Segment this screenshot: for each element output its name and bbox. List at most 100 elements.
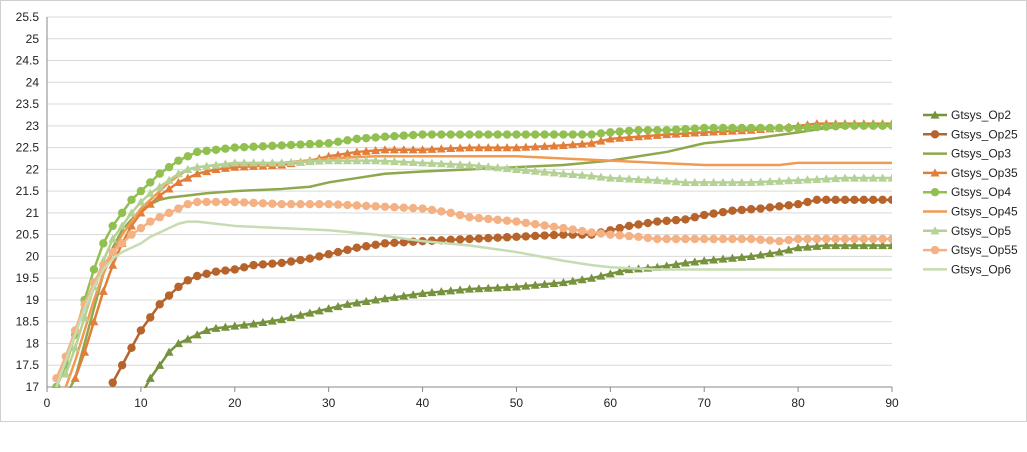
- series-point: [408, 145, 418, 154]
- series-point: [624, 132, 634, 142]
- series-point: [277, 315, 287, 324]
- series-point: [155, 213, 164, 222]
- series-point: [342, 299, 352, 308]
- series-point: [615, 267, 625, 276]
- series-point: [727, 253, 737, 262]
- series-point: [221, 144, 230, 153]
- legend-item: Gtsys_Op45: [923, 205, 1018, 219]
- series-point: [371, 240, 380, 250]
- series-point: [164, 175, 174, 184]
- series-point: [840, 234, 850, 244]
- series-point: [887, 173, 892, 182]
- series-point: [728, 123, 737, 133]
- series-point: [831, 195, 840, 205]
- series-point: [568, 130, 577, 139]
- series-point: [99, 239, 108, 248]
- series-point: [390, 203, 399, 212]
- series-point: [202, 197, 211, 207]
- series-point: [775, 236, 784, 246]
- series-point: [859, 173, 869, 182]
- series-point: [474, 213, 484, 223]
- series-point: [822, 122, 831, 131]
- series-point: [681, 124, 690, 134]
- plot-area: [52, 119, 892, 388]
- series-point: [324, 139, 333, 148]
- series-point: [652, 175, 662, 184]
- series-point: [343, 245, 352, 255]
- series-point: [183, 152, 193, 161]
- series-point: [728, 206, 737, 215]
- series-point: [765, 249, 775, 258]
- series-point: [258, 142, 268, 151]
- series-point: [70, 343, 80, 352]
- series-point: [840, 241, 850, 250]
- series-point: [643, 131, 653, 140]
- series-point: [793, 199, 803, 209]
- series-point: [662, 125, 671, 135]
- series-point: [315, 139, 324, 148]
- series-point: [465, 160, 474, 169]
- series-point: [737, 252, 747, 261]
- series-point: [521, 142, 531, 151]
- series-point: [521, 281, 531, 290]
- series-point: [108, 221, 117, 231]
- legend-item: Gtsys_Op3: [923, 147, 1011, 161]
- series-point: [211, 160, 221, 169]
- series-point: [361, 156, 371, 165]
- series-point: [709, 234, 718, 244]
- chart-frame: 17 17.5 18 18.5 19 19.5 20 20.5 21 21.5 22 22.5 23 23…: [0, 0, 1027, 422]
- series-point: [343, 200, 352, 210]
- series-point: [146, 313, 155, 322]
- series-point: [333, 150, 343, 159]
- series-point: [436, 159, 446, 168]
- series-point: [746, 205, 756, 214]
- y-tick-label: 24: [26, 75, 40, 89]
- series-point: [530, 142, 540, 151]
- series-point: [728, 234, 737, 244]
- series-point: [803, 197, 812, 207]
- series-point: [653, 234, 662, 244]
- y-tick-label: 19: [26, 293, 40, 307]
- series-point: [108, 247, 117, 257]
- series-point: [869, 121, 878, 131]
- legend-item: Gtsys_Op6: [923, 262, 1011, 276]
- legend-item: Gtsys_Op4: [923, 185, 1011, 199]
- series-point: [577, 130, 587, 139]
- series-point: [775, 202, 784, 211]
- series-point: [831, 234, 840, 244]
- series-point: [474, 130, 484, 139]
- series-point: [61, 369, 71, 378]
- series-point: [512, 232, 521, 242]
- series-point: [559, 223, 568, 233]
- series-point: [446, 286, 456, 295]
- series-point: [774, 176, 784, 185]
- series-point: [765, 203, 775, 212]
- series-point: [380, 156, 390, 165]
- series-point: [174, 156, 183, 165]
- series-point: [587, 171, 597, 180]
- series-line: [55, 200, 892, 379]
- series-point: [549, 278, 559, 287]
- series-point: [718, 123, 728, 133]
- series-point: [709, 255, 719, 264]
- legend-item: Gtsys_Op55: [923, 243, 1018, 257]
- series-point: [840, 121, 850, 131]
- series-point: [577, 139, 587, 148]
- series-point: [136, 197, 146, 206]
- series-point: [446, 208, 455, 218]
- series-point: [230, 321, 240, 330]
- series-point: [502, 163, 512, 173]
- series-point: [183, 334, 193, 343]
- series-point: [268, 141, 277, 151]
- series-point: [258, 199, 268, 208]
- series-point: [155, 169, 164, 178]
- x-tick-label: 10: [134, 396, 148, 410]
- series-point: [408, 157, 418, 166]
- series-point: [437, 130, 446, 139]
- series-point: [352, 298, 362, 307]
- series-point: [380, 132, 390, 141]
- series-point: [596, 229, 606, 238]
- series-point: [352, 201, 362, 210]
- series-point: [342, 148, 352, 157]
- series-point: [371, 295, 381, 304]
